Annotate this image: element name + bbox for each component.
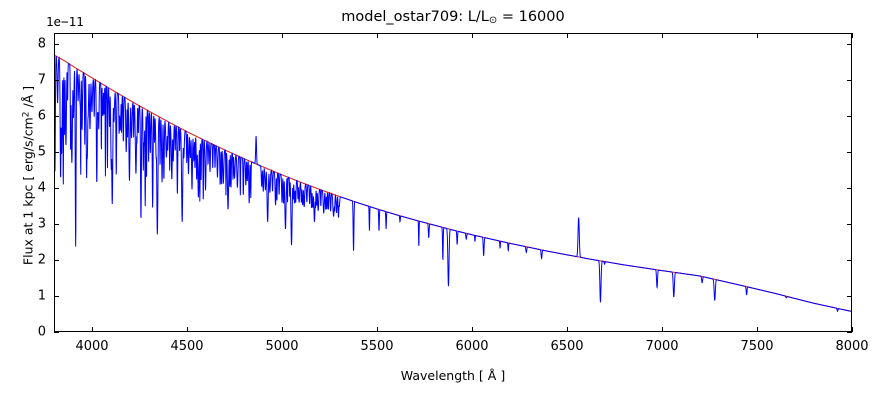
x-tick-mark: [92, 327, 94, 332]
y-tick-label: 3: [37, 216, 46, 232]
y-tick-label: 5: [37, 144, 46, 160]
x-tick-label: 7000: [645, 339, 679, 354]
x-tick-label: 7500: [740, 339, 774, 354]
solar-symbol: ⊙: [488, 15, 498, 27]
x-tick-mark: [92, 33, 94, 38]
plot-title: model_ostar709: L/L⊙ = 16000: [54, 9, 852, 26]
x-tick-mark: [187, 33, 189, 38]
y-tick-label: 6: [37, 108, 46, 124]
continuum-curve: [55, 54, 851, 312]
y-tick-mark: [54, 43, 59, 46]
x-tick-label: 8000: [835, 339, 869, 354]
y-tick-label: 0: [37, 324, 46, 340]
x-tick-mark: [472, 33, 474, 38]
x-tick-mark: [282, 33, 284, 38]
x-tick-label: 6500: [550, 339, 584, 354]
x-tick-mark: [757, 327, 759, 332]
y-tick-mark: [54, 332, 59, 334]
spectrum-plot-area: [55, 54, 851, 313]
x-axis-label-prefix: Wavelength [: [400, 368, 488, 383]
x-tick-label: 5500: [360, 339, 394, 354]
y-axis-label-prefix: Flux at 1 kpc [ erg/s/cm: [20, 117, 36, 266]
plot-title-value: = 16000: [497, 9, 565, 25]
y-tick-mark: [847, 187, 852, 190]
y-tick-mark: [847, 43, 852, 46]
x-tick-mark: [662, 33, 664, 38]
y-tick-label: 2: [37, 252, 46, 268]
y-tick-mark: [847, 295, 852, 298]
y-tick-label: 4: [37, 180, 46, 196]
x-tick-label: 5000: [265, 339, 299, 354]
y-axis-label: Flux at 1 kpc [ erg/s/cm2 /Å ]: [21, 16, 36, 336]
x-tick-mark: [662, 327, 664, 332]
x-tick-mark: [377, 327, 379, 332]
y-axis-label-exponent: 2: [21, 111, 32, 118]
y-tick-mark: [847, 151, 852, 154]
plot-axes-frame: [54, 33, 852, 332]
y-axis-offset-exponent: 1e−11: [46, 14, 84, 29]
y-tick-mark: [54, 223, 59, 226]
y-tick-label: 8: [37, 36, 46, 52]
x-tick-label: 6000: [455, 339, 489, 354]
x-tick-mark: [472, 327, 474, 332]
plot-title-prefix: model_ostar709: L/L: [341, 9, 489, 25]
x-tick-label: 4500: [170, 339, 204, 354]
y-tick-label: 7: [37, 72, 46, 88]
y-tick-mark: [847, 332, 852, 334]
y-tick-mark: [847, 79, 852, 82]
y-tick-mark: [847, 115, 852, 118]
x-axis-label: Wavelength [ Å ]: [54, 368, 852, 383]
y-tick-mark: [847, 259, 852, 262]
y-tick-mark: [54, 187, 59, 190]
y-tick-mark: [54, 79, 59, 82]
x-tick-mark: [377, 33, 379, 38]
spectrum-curve: [55, 56, 851, 313]
y-tick-mark: [847, 223, 852, 226]
y-tick-mark: [54, 151, 59, 154]
x-tick-mark: [852, 33, 854, 38]
x-tick-mark: [757, 33, 759, 38]
angstrom-symbol: Å: [487, 368, 497, 383]
x-tick-mark: [187, 327, 189, 332]
x-tick-mark: [282, 327, 284, 332]
x-tick-mark: [567, 327, 569, 332]
x-tick-mark: [567, 33, 569, 38]
y-tick-mark: [54, 115, 59, 118]
y-tick-label: 1: [37, 288, 46, 304]
y-axis-label-suffix: /Å ]: [20, 85, 36, 112]
x-tick-mark: [852, 327, 854, 332]
y-tick-mark: [54, 295, 59, 298]
x-axis-label-suffix: ]: [496, 368, 506, 383]
y-tick-mark: [54, 259, 59, 262]
x-tick-label: 4000: [75, 339, 109, 354]
